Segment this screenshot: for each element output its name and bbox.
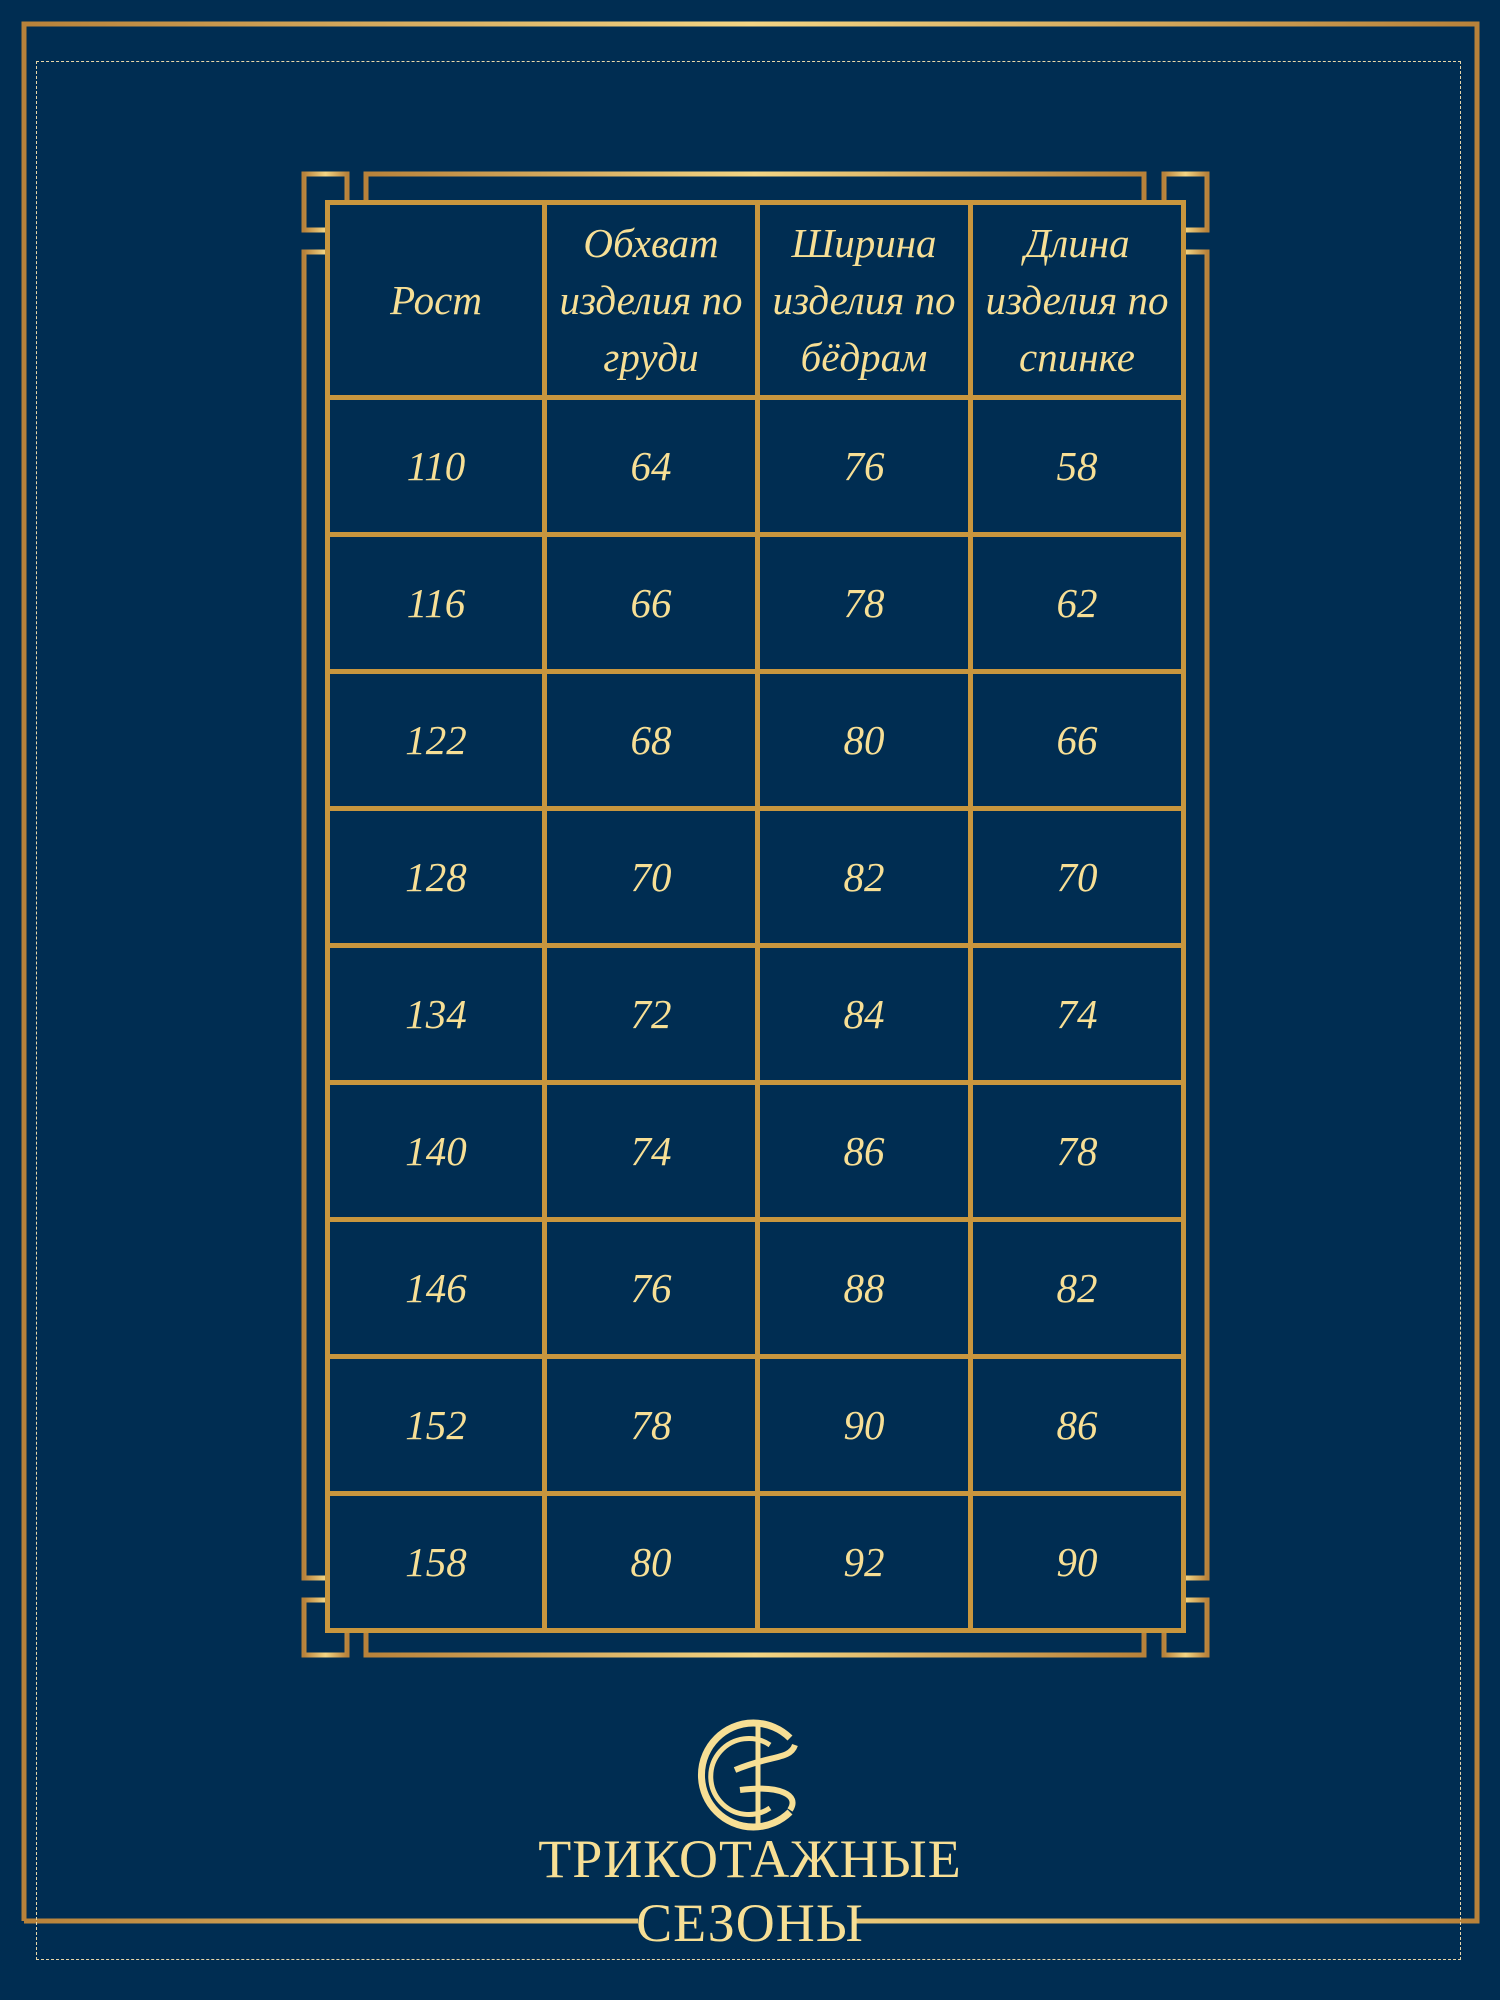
table-cell: 78 [968, 1080, 1186, 1222]
table-cell: 80 [755, 669, 973, 811]
table-cell: 78 [755, 532, 973, 674]
table-row: 128 70 82 70 [325, 806, 1186, 948]
table-cell: 92 [755, 1491, 973, 1633]
table-cell: 58 [968, 395, 1186, 537]
table-cell: 82 [755, 806, 973, 948]
corner-tr [1161, 171, 1210, 1581]
table-row: 110 64 76 58 [325, 395, 1186, 537]
header-chest: Обхват изделия по груди [542, 200, 760, 400]
table-cell: 76 [755, 395, 973, 537]
table-cell: 146 [325, 1217, 547, 1359]
table-row: 158 80 92 90 [325, 1491, 1186, 1633]
table-cell: 122 [325, 669, 547, 811]
corner-bl [301, 1597, 350, 1658]
table-row: 140 74 86 78 [325, 1080, 1186, 1222]
table-cell: 110 [325, 395, 547, 537]
table-cell: 74 [542, 1080, 760, 1222]
table-cell: 64 [542, 395, 760, 537]
header-height: Рост [325, 200, 547, 400]
table-cell: 88 [755, 1217, 973, 1359]
table-cell: 66 [542, 532, 760, 674]
table-cell: 152 [325, 1354, 547, 1496]
table-row: 146 76 88 82 [325, 1217, 1186, 1359]
brand-name-line2: СЕЗОНЫ [636, 1893, 864, 1953]
table-cell: 62 [968, 532, 1186, 674]
table-cell: 128 [325, 806, 547, 948]
table-cell: 86 [755, 1080, 973, 1222]
table-cell: 90 [755, 1354, 973, 1496]
header-hips: Ширина изделия по бёдрам [755, 200, 973, 400]
bottom-band [363, 1629, 1147, 1658]
table-row: 122 68 80 66 [325, 669, 1186, 811]
corner-tl [301, 171, 350, 1581]
table-row: 134 72 84 74 [325, 943, 1186, 1085]
thread-needle-s-logo-icon [698, 1719, 798, 1831]
table-cell: 66 [968, 669, 1186, 811]
table-cell: 78 [542, 1354, 760, 1496]
table-cell: 140 [325, 1080, 547, 1222]
table-cell: 86 [968, 1354, 1186, 1496]
table-cell: 80 [542, 1491, 760, 1633]
table-cell: 158 [325, 1491, 547, 1633]
size-table: Рост Обхват изделия по груди Ширина изде… [325, 200, 1186, 1633]
header-length: Длина изделия по спинке [968, 200, 1186, 400]
table-cell: 84 [755, 943, 973, 1085]
corner-br [1161, 1597, 1210, 1658]
header-row: Рост Обхват изделия по груди Ширина изде… [325, 200, 1186, 400]
table-cell: 70 [968, 806, 1186, 948]
table-cell: 72 [542, 943, 760, 1085]
table-cell: 90 [968, 1491, 1186, 1633]
table-cell: 116 [325, 532, 547, 674]
table-cell: 68 [542, 669, 760, 811]
table-row: 116 66 78 62 [325, 532, 1186, 674]
brand-name-line1: ТРИКОТАЖНЫЕ [538, 1829, 962, 1889]
table-cell: 74 [968, 943, 1186, 1085]
outer-frame [21, 21, 1480, 1924]
table-cell: 70 [542, 806, 760, 948]
table-cell: 76 [542, 1217, 760, 1359]
table-row: 152 78 90 86 [325, 1354, 1186, 1496]
table-cell: 134 [325, 943, 547, 1085]
top-band [363, 171, 1147, 200]
dashed-border [36, 61, 1461, 1960]
table-cell: 82 [968, 1217, 1186, 1359]
